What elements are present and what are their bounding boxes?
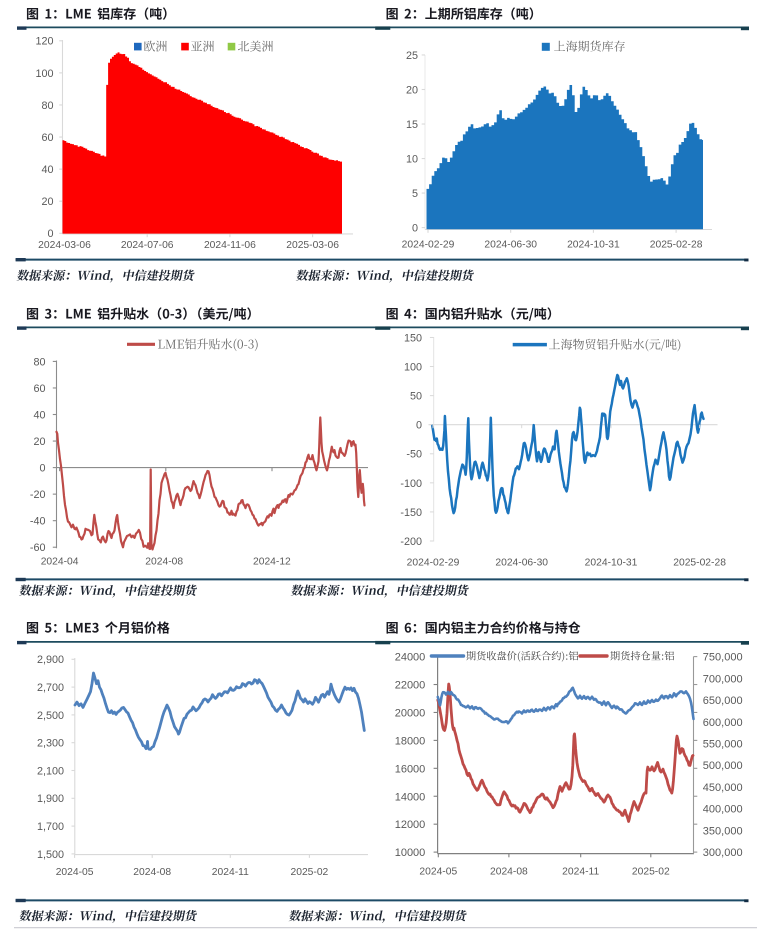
svg-text:2024-06-30: 2024-06-30 [495,558,548,569]
svg-text:-200: -200 [400,536,422,548]
svg-text:2024-11: 2024-11 [212,867,249,878]
svg-text:2024-08: 2024-08 [490,866,528,877]
svg-text:2025-02: 2025-02 [291,867,329,878]
svg-text:60: 60 [33,383,45,395]
svg-text:2025-02: 2025-02 [632,866,670,877]
svg-text:300,000: 300,000 [703,847,743,859]
svg-text:80: 80 [41,100,53,112]
svg-text:2024-02-29: 2024-02-29 [402,240,455,251]
svg-text:12000: 12000 [395,819,426,831]
svg-text:-60: -60 [30,542,46,554]
svg-text:40: 40 [33,409,45,421]
svg-text:15: 15 [406,119,418,131]
svg-text:40: 40 [41,164,53,176]
svg-text:2025-02-28: 2025-02-28 [650,240,703,251]
svg-text:2024-05: 2024-05 [56,867,94,878]
svg-text:2024-11: 2024-11 [562,866,599,877]
svg-text:20000: 20000 [395,707,426,719]
svg-text:1,900: 1,900 [37,793,64,805]
svg-text:2024-03-06: 2024-03-06 [38,240,91,251]
svg-text:14000: 14000 [395,791,426,803]
svg-text:1,500: 1,500 [37,849,64,861]
svg-text:2024-07-06: 2024-07-06 [121,240,174,251]
svg-text:2,100: 2,100 [37,765,64,777]
svg-text:10: 10 [406,153,418,165]
svg-text:2024-05: 2024-05 [419,866,457,877]
svg-text:2024-02-29: 2024-02-29 [407,558,460,569]
svg-text:18000: 18000 [395,735,426,747]
svg-text:400,000: 400,000 [703,804,743,816]
svg-text:700,000: 700,000 [703,673,743,685]
svg-text:500,000: 500,000 [703,760,743,772]
svg-text:2,500: 2,500 [37,710,64,722]
svg-text:-150: -150 [400,507,422,519]
svg-text:2024-06-30: 2024-06-30 [484,240,537,251]
svg-text:2024-11-06: 2024-11-06 [204,240,256,251]
svg-text:20: 20 [33,436,45,448]
svg-text:22000: 22000 [395,680,426,692]
svg-text:-100: -100 [400,478,422,490]
svg-text:24000: 24000 [395,652,426,664]
svg-text:5: 5 [412,188,418,200]
svg-text:150: 150 [404,332,422,344]
svg-text:25: 25 [406,50,418,62]
svg-text:0: 0 [412,223,418,235]
svg-text:750,000: 750,000 [703,652,743,664]
svg-text:2024-10-31: 2024-10-31 [585,558,638,569]
svg-text:-20: -20 [30,489,46,501]
svg-text:100: 100 [404,361,422,373]
svg-text:16000: 16000 [395,763,426,775]
svg-text:-40: -40 [30,516,46,528]
svg-text:2024-08: 2024-08 [133,867,171,878]
svg-text:2024-08: 2024-08 [145,557,183,568]
svg-text:2025-03-06: 2025-03-06 [286,240,339,251]
svg-text:450,000: 450,000 [703,782,743,794]
svg-text:2025-02-28: 2025-02-28 [673,558,726,569]
svg-text:0: 0 [416,420,422,432]
svg-text:2024-12: 2024-12 [253,557,291,568]
svg-text:0: 0 [47,228,53,240]
svg-text:550,000: 550,000 [703,738,743,750]
svg-text:2,900: 2,900 [37,654,64,666]
svg-text:650,000: 650,000 [703,695,743,707]
svg-text:0: 0 [39,463,45,475]
svg-text:50: 50 [410,391,422,403]
svg-text:-50: -50 [406,449,422,461]
svg-text:2024-10-31: 2024-10-31 [567,240,620,251]
svg-text:350,000: 350,000 [703,825,743,837]
svg-text:60: 60 [41,132,53,144]
svg-text:120: 120 [35,36,53,48]
svg-text:20: 20 [41,196,53,208]
svg-text:2,300: 2,300 [37,738,64,750]
svg-text:2024-04: 2024-04 [41,557,79,568]
svg-text:20: 20 [406,84,418,96]
svg-text:100: 100 [35,68,53,80]
svg-text:10000: 10000 [395,847,426,859]
svg-text:1,700: 1,700 [37,821,64,833]
svg-text:600,000: 600,000 [703,717,743,729]
svg-text:2,700: 2,700 [37,682,64,694]
svg-text:80: 80 [33,356,45,368]
